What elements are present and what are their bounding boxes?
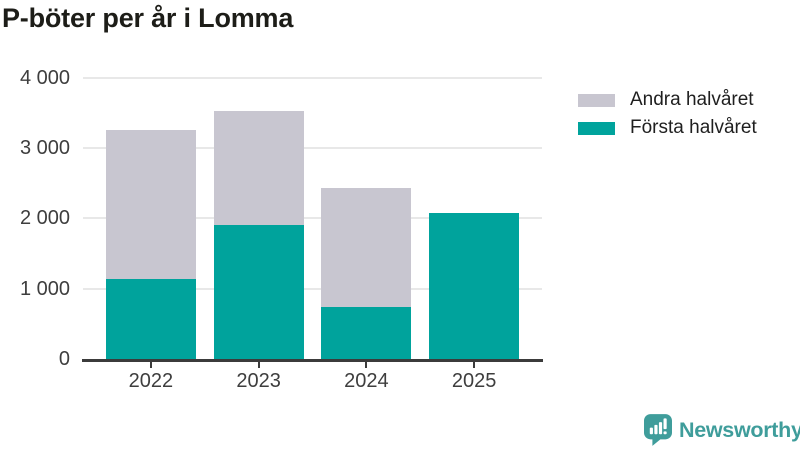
x-axis-tick <box>473 361 476 368</box>
legend-swatch <box>578 121 615 135</box>
x-axis-tick <box>365 361 368 368</box>
newsworthy-wordmark: Newsworthy <box>679 418 800 442</box>
x-axis-line <box>82 359 543 362</box>
y-axis-label: 4 000 <box>19 66 70 89</box>
bar-segment-2024-forsta-halvaret <box>321 306 412 359</box>
y-axis-label: 1 000 <box>19 277 70 300</box>
x-axis-label: 2023 <box>236 370 281 392</box>
y-axis-label: 0 <box>58 348 70 370</box>
y-axis-label: 3 000 <box>19 136 70 159</box>
legend-label: Första halvåret <box>630 117 757 138</box>
legend-item: Första halvåret <box>578 117 757 138</box>
bar-segment-2022-andra-halvaret <box>105 129 196 279</box>
x-axis-tick <box>257 361 260 368</box>
newsworthy-logo: Newsworthy <box>644 414 800 446</box>
legend-label: Andra halvåret <box>630 89 754 110</box>
chart-title: P-böter per år i Lomma <box>2 3 294 33</box>
gridline <box>83 146 542 149</box>
newsworthy-icon <box>644 414 672 446</box>
gridline <box>83 287 542 290</box>
legend-swatch <box>578 93 615 107</box>
gridline <box>83 76 542 79</box>
bar-segment-2025-forsta-halvaret <box>429 213 520 359</box>
bar-segment-2023-forsta-halvaret <box>213 224 304 359</box>
gridline <box>83 217 542 220</box>
legend-item: Andra halvåret <box>578 89 757 110</box>
y-axis-label: 2 000 <box>19 207 70 230</box>
x-axis-label: 2024 <box>344 370 389 392</box>
bar-segment-2024-andra-halvaret <box>321 187 412 307</box>
x-axis-label: 2022 <box>128 370 174 392</box>
bar-segment-2023-andra-halvaret <box>213 110 304 225</box>
bar-segment-2022-forsta-halvaret <box>105 278 196 359</box>
legend: Andra halvåret Första halvåret <box>578 89 757 146</box>
x-axis-tick <box>149 361 152 368</box>
x-axis-label: 2025 <box>451 370 497 392</box>
